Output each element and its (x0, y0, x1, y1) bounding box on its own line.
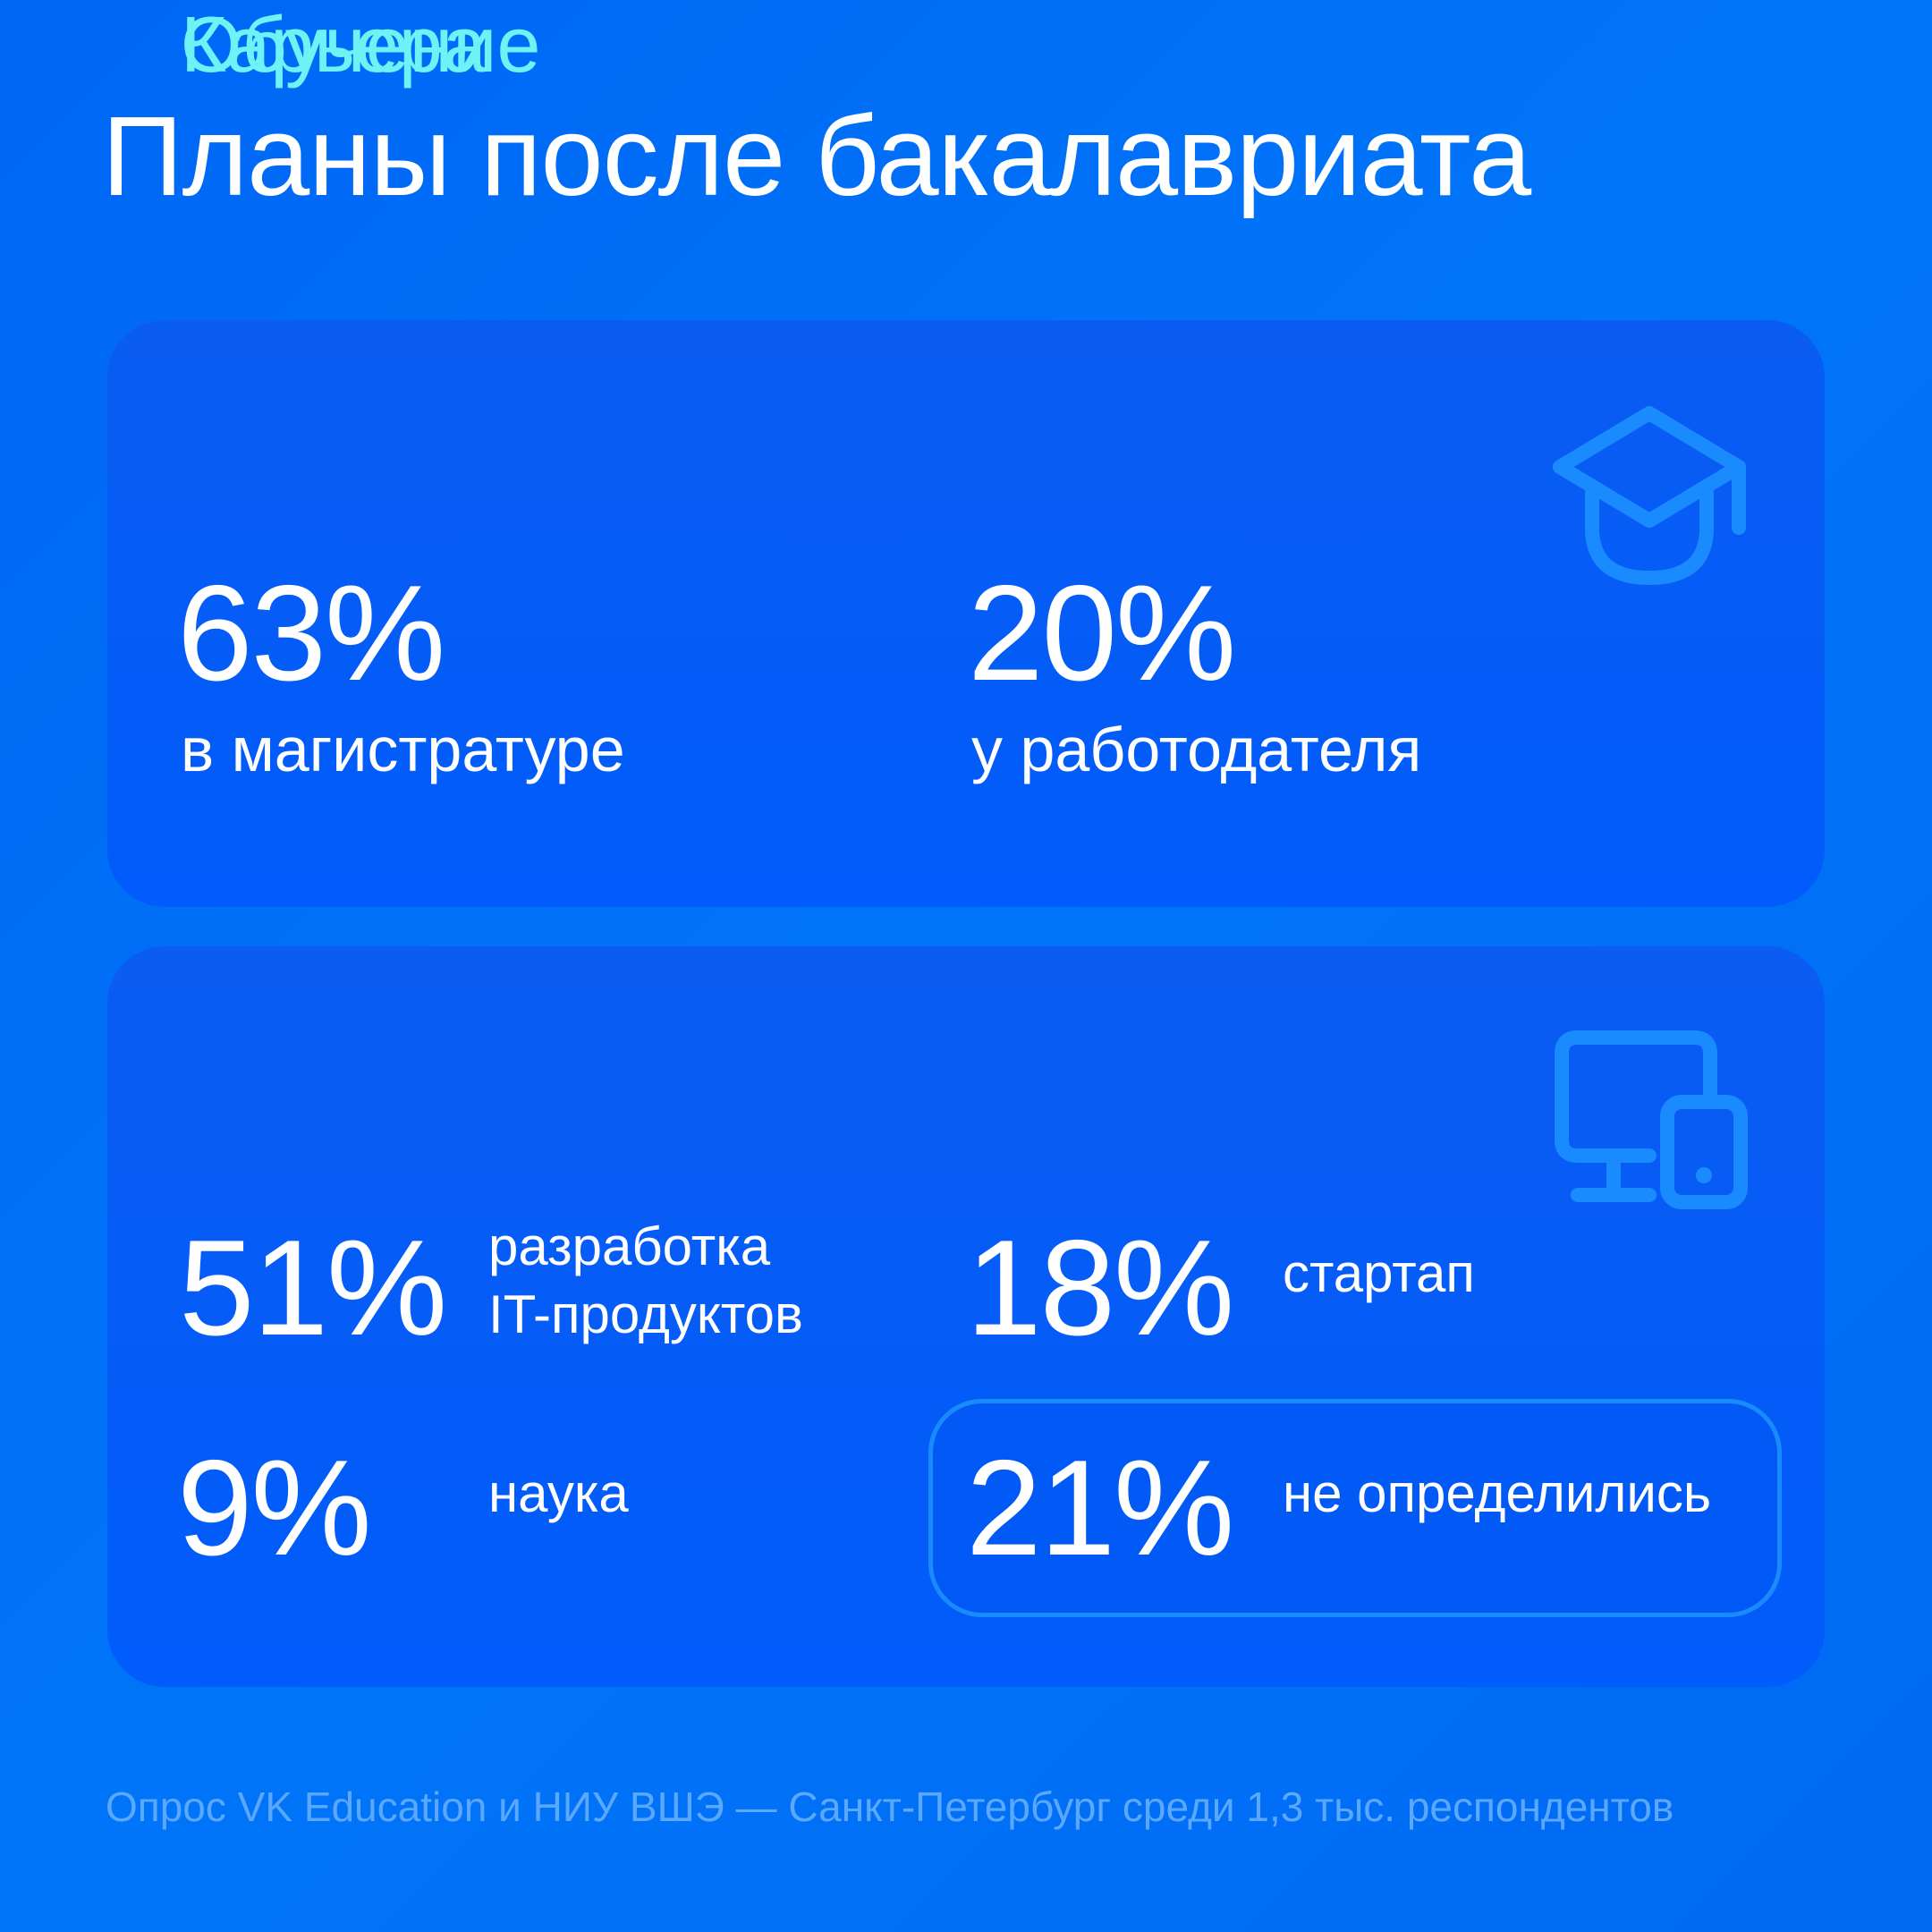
stat-masters-value: 63% (177, 557, 445, 709)
stat-undecided-value: 21% (966, 1432, 1234, 1584)
stat-startup-value: 18% (966, 1212, 1234, 1364)
stat-it-value: 51% (179, 1212, 447, 1364)
footer-source: Опрос VK Education и НИУ ВШЭ — Санкт-Пет… (106, 1784, 1674, 1830)
stat-employer-label: у работодателя (971, 715, 1422, 784)
stat-masters-label: в магистратуре (181, 715, 625, 784)
computer-and-phone-icon (1555, 1030, 1748, 1209)
stat-it-label-line2: IT-продуктов (488, 1284, 803, 1344)
stat-undecided-label: не определились (1283, 1463, 1712, 1523)
study-heading: Обучение (181, 0, 541, 89)
stat-science-value: 9% (177, 1432, 372, 1584)
stat-employer-value: 20% (968, 557, 1236, 709)
undecided-highlight-box (928, 1399, 1782, 1617)
page-title: Планы после бакалавриата (102, 93, 1531, 219)
study-card (107, 320, 1825, 907)
stat-it-label-line1: разработка (488, 1216, 771, 1276)
stat-startup-label: стартап (1283, 1243, 1475, 1303)
career-heading: Карьера (181, 0, 487, 89)
stat-science-label: наука (488, 1463, 629, 1523)
graduation-cap-icon (1553, 406, 1746, 585)
